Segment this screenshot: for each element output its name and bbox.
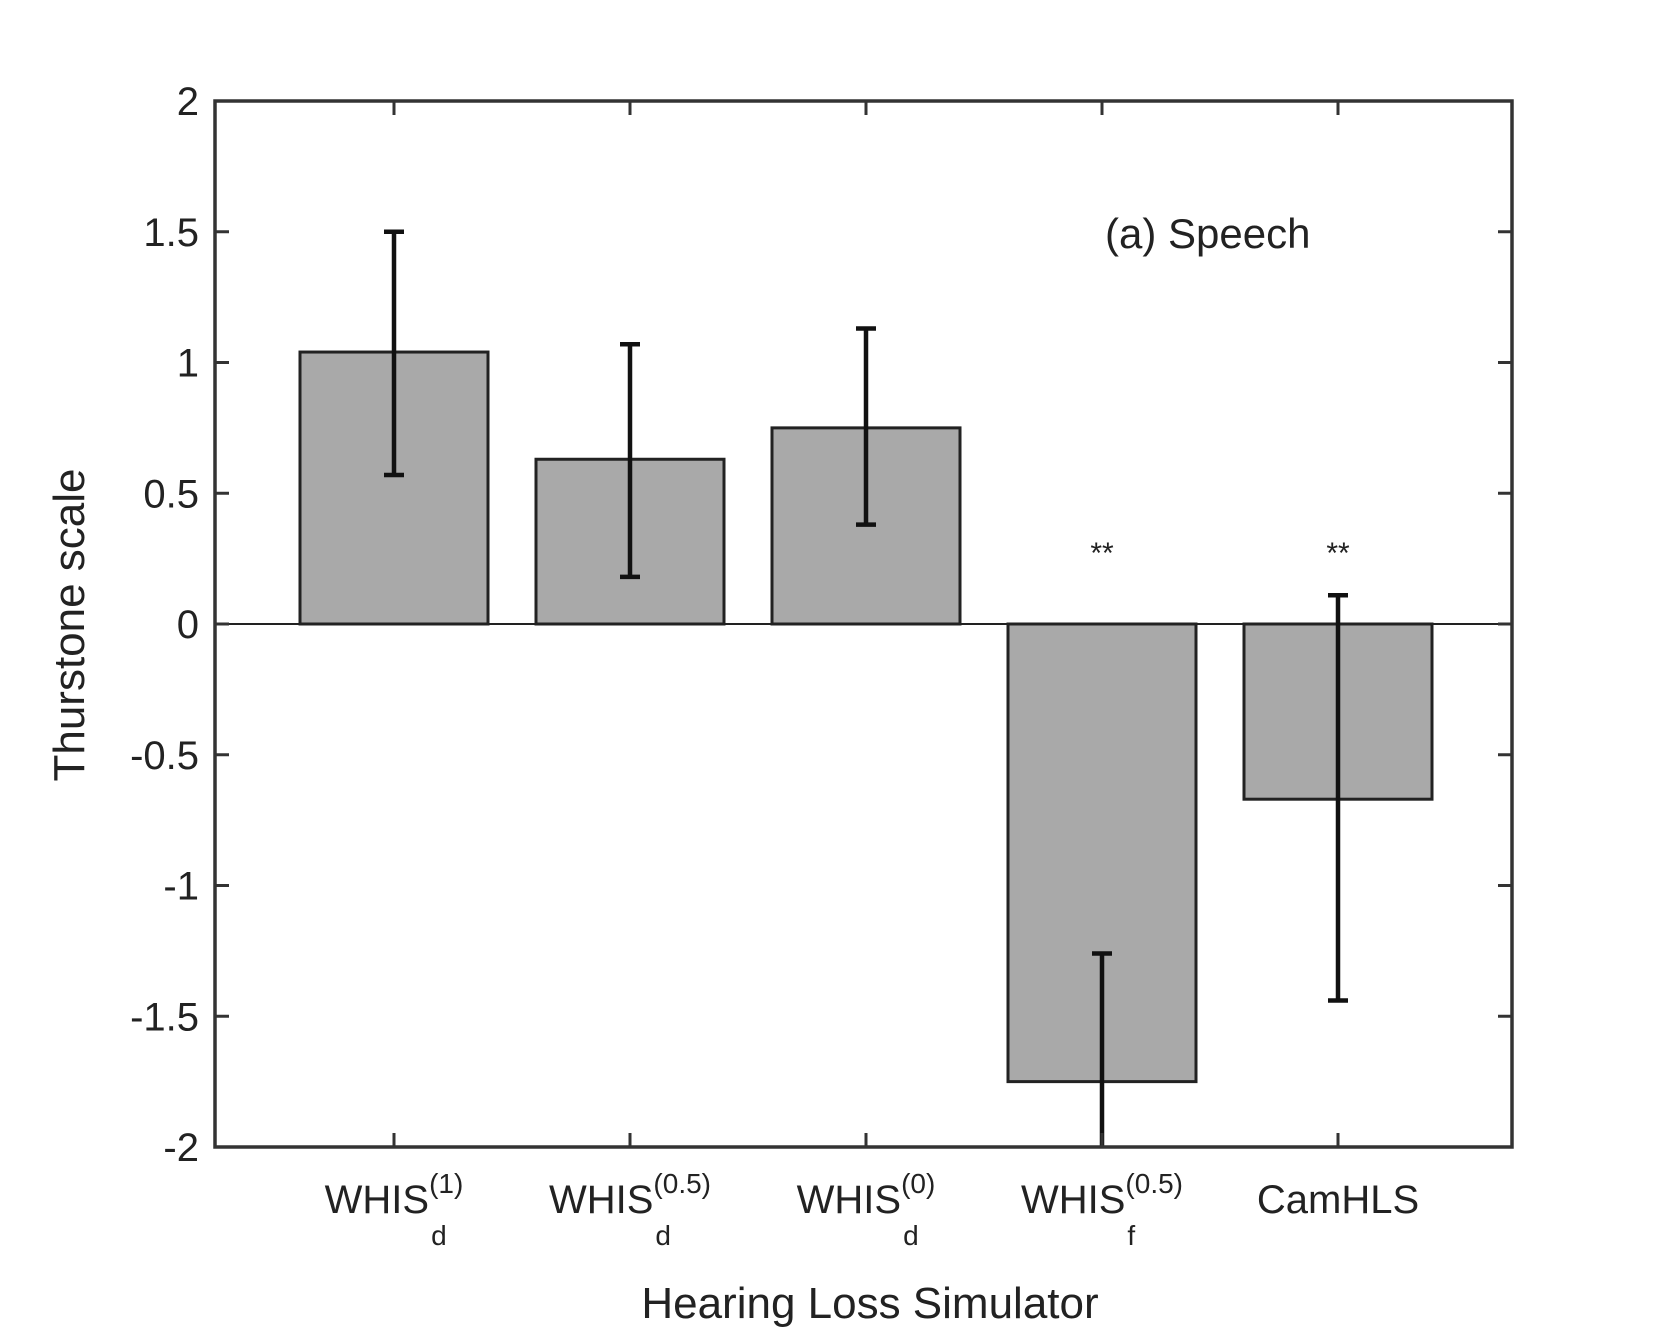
y-axis-label: Thurstone scale	[45, 468, 94, 781]
y-tick-label-6: -0.5	[130, 734, 199, 778]
x-axis-label: Hearing Loss Simulator	[641, 1279, 1098, 1328]
category-subscript-2: d	[655, 1220, 671, 1251]
category-subscript-1: d	[431, 1220, 447, 1251]
x-tick-label-4: WHIS(0.5)	[1021, 1168, 1183, 1222]
y-tick-label-3: 1	[177, 342, 199, 386]
y-tick-label-7: -1	[163, 865, 199, 909]
x-tick-label-5: CamHLS	[1257, 1178, 1419, 1222]
category-name: WHIS	[549, 1178, 653, 1222]
category-superscript: (0.5)	[653, 1168, 711, 1199]
y-tick-label-8: -1.5	[130, 995, 199, 1039]
significance-marker-5: **	[1326, 537, 1350, 570]
category-subscript-3: d	[903, 1220, 919, 1251]
category-subscript-4: f	[1127, 1220, 1135, 1251]
category-name: WHIS	[325, 1178, 429, 1222]
x-tick-label-2: WHIS(0.5)	[549, 1168, 711, 1222]
category-name: WHIS	[797, 1178, 901, 1222]
x-tick-label-1: WHIS(1)	[325, 1168, 464, 1222]
y-tick-label-9: -2	[163, 1126, 199, 1170]
y-tick-label-1: 2	[177, 80, 199, 124]
category-superscript: (0)	[901, 1168, 935, 1199]
y-tick-label-2: 1.5	[143, 211, 199, 255]
significance-marker-4: **	[1090, 537, 1114, 570]
category-superscript: (1)	[429, 1168, 463, 1199]
category-superscript: (0.5)	[1125, 1168, 1183, 1199]
x-tick-label-3: WHIS(0)	[797, 1168, 936, 1222]
chart-annotation: (a) Speech	[1105, 210, 1310, 257]
category-name: CamHLS	[1257, 1178, 1419, 1222]
y-tick-label-5: 0	[177, 603, 199, 647]
y-tick-label-4: 0.5	[143, 472, 199, 516]
category-name: WHIS	[1021, 1178, 1125, 1222]
